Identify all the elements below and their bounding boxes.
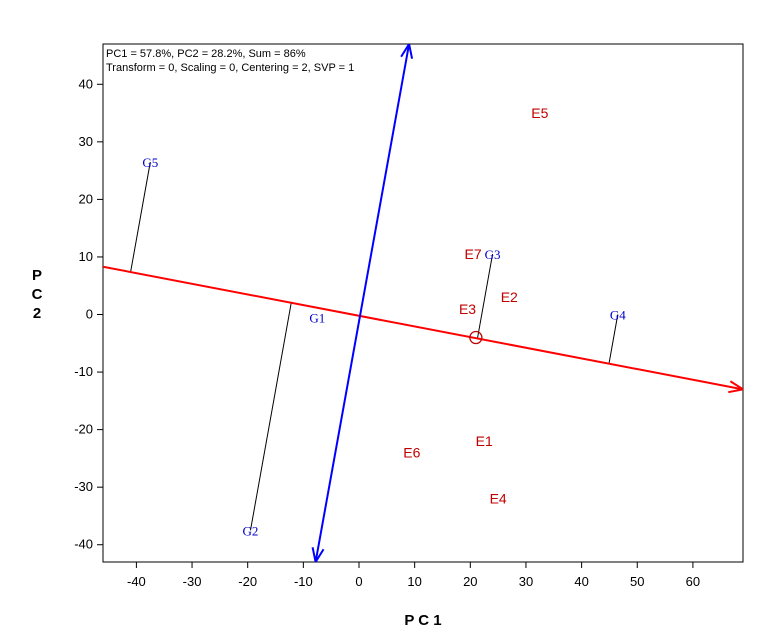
environment-label-e1: E1 <box>476 433 493 449</box>
mean-environment-axis <box>103 265 743 391</box>
y-tick-label: 10 <box>79 249 93 264</box>
plot-frame <box>102 43 744 563</box>
environment-label-e4: E4 <box>490 491 507 507</box>
x-tick-label: 0 <box>355 574 362 589</box>
y-axis-title-p: P <box>32 267 42 284</box>
x-tick-label: 30 <box>519 574 533 589</box>
y-tick-label: -10 <box>74 364 93 379</box>
biplot-axes <box>103 44 743 562</box>
point-labels: E1 E2 E3 E4 E5 E6 E7 G1 G2 G3 G4 G5 <box>142 105 626 538</box>
info-line-1: PC1 = 57.8%, PC2 = 28.2%, Sum = 86% <box>106 48 306 60</box>
genotype-label-g3: G3 <box>485 247 501 262</box>
projection-line <box>130 161 151 273</box>
x-tick-label: -30 <box>183 574 202 589</box>
projection-line <box>608 314 619 364</box>
y-axis-ticks: -40 -30 -20 -10 0 10 20 30 40 <box>74 76 103 552</box>
mean-axis-arrowhead <box>728 380 743 394</box>
genotype-label-g2: G2 <box>243 523 259 538</box>
projection-lines <box>130 161 619 531</box>
average-environment-markers <box>469 330 483 345</box>
y-tick-label: -20 <box>74 422 93 437</box>
x-tick-label: 10 <box>407 574 421 589</box>
genotype-label-g1: G1 <box>309 310 325 325</box>
x-tick-label: 60 <box>686 574 700 589</box>
genotype-label-g5: G5 <box>142 155 158 170</box>
environment-label-e2: E2 <box>501 289 518 305</box>
x-axis-ticks: -40 -30 -20 -10 0 10 20 30 40 50 60 <box>127 562 700 589</box>
x-tick-label: 50 <box>630 574 644 589</box>
y-tick-label: -40 <box>74 537 93 552</box>
average-environment-circle <box>469 330 483 345</box>
projection-line <box>476 253 494 339</box>
y-axis-title-2: 2 <box>33 305 41 322</box>
x-axis-title: P C 1 <box>404 612 441 629</box>
environment-label-e3: E3 <box>459 301 476 317</box>
perpendicular-axis-arrowhead-top <box>400 44 414 59</box>
environment-label-e6: E6 <box>403 445 420 461</box>
info-line-2: Transform = 0, Scaling = 0, Centering = … <box>106 62 354 74</box>
projection-line <box>249 302 292 531</box>
x-tick-label: -10 <box>294 574 313 589</box>
environment-label-e5: E5 <box>531 105 548 121</box>
y-tick-label: 0 <box>86 307 93 322</box>
x-tick-label: -40 <box>127 574 146 589</box>
genotype-label-g4: G4 <box>610 308 626 323</box>
y-tick-label: 30 <box>79 134 93 149</box>
y-tick-label: -30 <box>74 479 93 494</box>
y-tick-label: 40 <box>79 76 93 91</box>
environment-label-e7: E7 <box>465 246 482 262</box>
x-tick-label: -20 <box>238 574 257 589</box>
x-tick-label: 20 <box>463 574 477 589</box>
y-tick-label: 20 <box>79 191 93 206</box>
perpendicular-axis-arrowhead-bottom <box>311 547 325 562</box>
y-axis-title-c: C <box>32 286 43 303</box>
perpendicular-axis <box>314 44 411 562</box>
x-tick-label: 40 <box>574 574 588 589</box>
